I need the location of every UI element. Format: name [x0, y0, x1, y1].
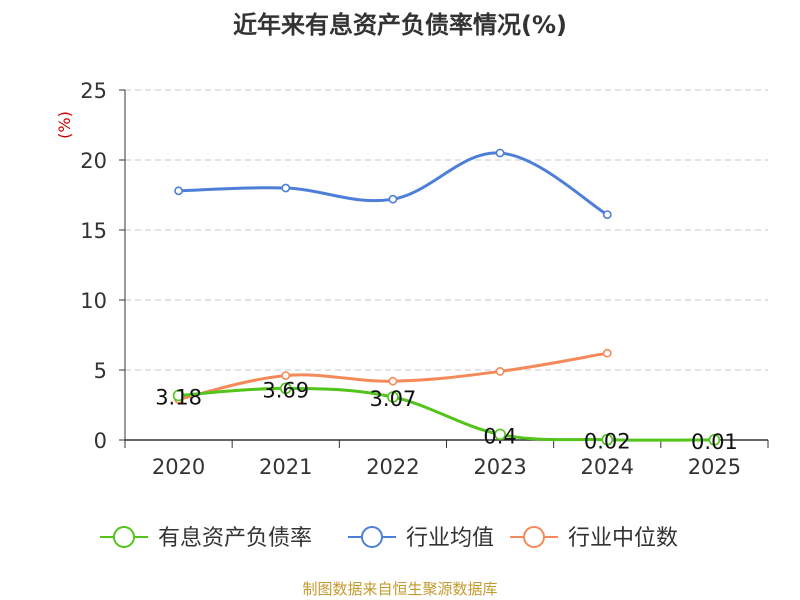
data-point [602, 348, 612, 358]
legend-item-0[interactable]: 有息资产负债率 [100, 526, 312, 551]
data-point [174, 186, 183, 196]
x-tick-label: 2021 [259, 455, 312, 479]
data-label: 3.07 [370, 387, 417, 411]
data-label: 3.18 [155, 385, 202, 409]
data-point [602, 210, 612, 219]
legend-marker [113, 526, 135, 548]
series-line-1 [178, 151, 609, 216]
legend-marker [523, 526, 545, 548]
chart-title: 近年来有息资产负债率情况(%) [233, 11, 567, 39]
data-point [279, 382, 292, 395]
x-tick-label: 2024 [581, 455, 634, 479]
y-tick-label: 0 [94, 429, 107, 453]
grid-lines [125, 89, 768, 371]
y-tick-label: 15 [80, 219, 107, 243]
y-tick-label: 20 [80, 149, 107, 173]
legend[interactable]: 有息资产负债率 行业均值 行业中位数 [100, 526, 678, 551]
data-point [281, 183, 291, 193]
y-tick-label: 10 [80, 289, 107, 313]
data-point [172, 389, 185, 402]
data-point [708, 434, 721, 446]
y-tick-label: 25 [80, 79, 107, 103]
legend-label: 行业均值 [406, 526, 494, 551]
x-tick-label: 2023 [473, 455, 526, 479]
x-tick-label: 2020 [152, 455, 205, 479]
data-label: 0.01 [691, 430, 738, 454]
data-label: 0.02 [584, 430, 631, 454]
source-note: 制图数据来自恒生聚源数据库 [302, 580, 497, 598]
data-point [387, 391, 399, 403]
x-tick-label: 2025 [688, 455, 741, 479]
x-tick-label: 2022 [366, 455, 419, 479]
series-layer [172, 148, 721, 446]
y-axis-label: (%) [55, 111, 74, 139]
legend-item-2[interactable]: 行业中位数 [510, 526, 678, 551]
data-label: 0.4 [483, 424, 516, 448]
legend-label: 行业中位数 [568, 526, 678, 551]
data-point [495, 148, 505, 158]
legend-label: 有息资产负债率 [158, 526, 312, 551]
series-line-0 [178, 386, 715, 442]
data-point [388, 194, 398, 204]
data-point [388, 376, 398, 386]
data-point [601, 433, 614, 446]
legend-item-1[interactable]: 行业均值 [348, 526, 494, 551]
data-point [495, 366, 505, 376]
data-point [494, 428, 506, 441]
data-label: 3.69 [262, 378, 309, 402]
y-tick-label: 5 [94, 359, 107, 383]
legend-marker [361, 526, 383, 548]
data-point [281, 371, 291, 380]
data-labels: 3.18 3.69 3.07 0.4 0.02 0.01 [155, 378, 738, 454]
